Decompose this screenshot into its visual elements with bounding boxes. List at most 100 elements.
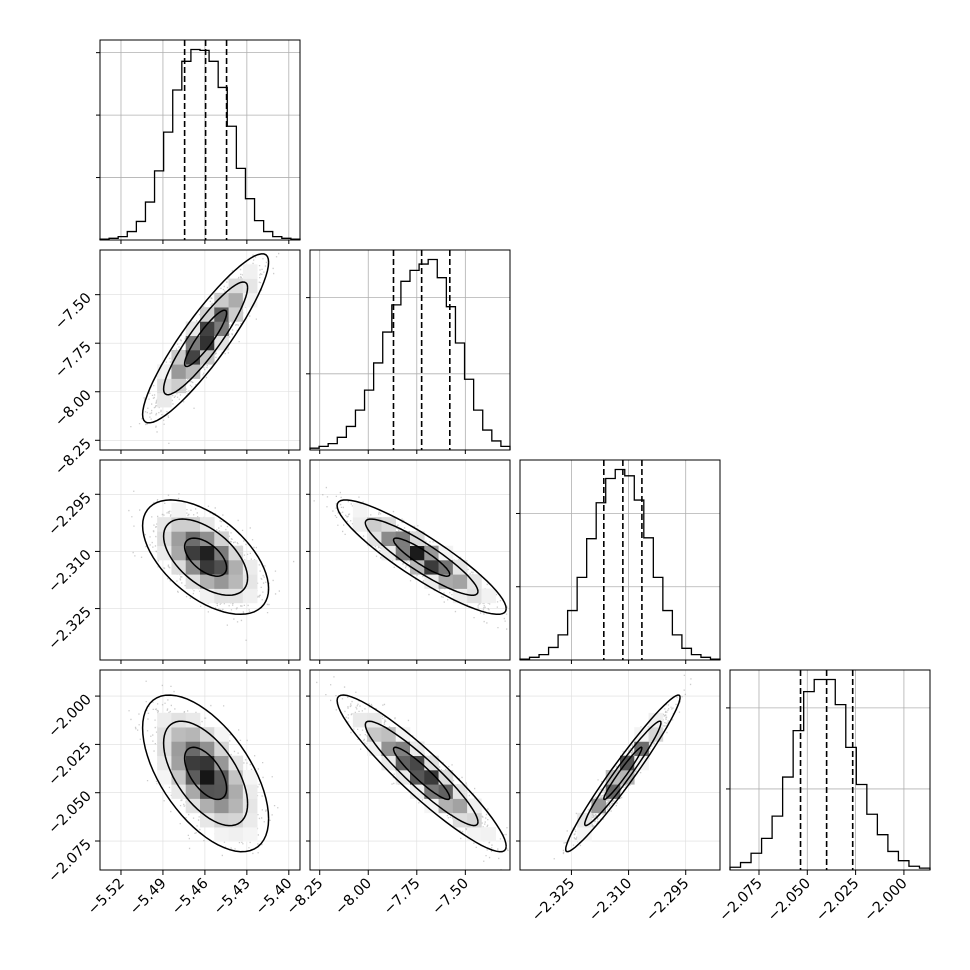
density-cell [228, 292, 244, 308]
density-cell [214, 812, 229, 828]
density-cell [157, 517, 172, 532]
contour-1sigma [183, 537, 228, 577]
contour-2sigma [364, 720, 479, 827]
density-cell [200, 588, 215, 604]
density-cell [171, 712, 187, 728]
panel-frame [309, 249, 511, 451]
panel-frame [99, 249, 301, 451]
density-cell [157, 364, 172, 379]
density-cell [242, 812, 258, 828]
density-cell [395, 727, 411, 742]
density-cell [171, 545, 187, 561]
density-cell [648, 712, 664, 728]
density-cell [171, 350, 187, 365]
panel-content [310, 670, 510, 870]
panel-content [310, 460, 510, 660]
histogram-step-line [519, 468, 721, 660]
panel-frame [309, 669, 511, 871]
density-cell [381, 741, 397, 757]
density-cell [367, 531, 382, 547]
density-cell [467, 798, 482, 814]
scatter-panel-1-2 [309, 459, 511, 661]
density-cell [424, 545, 439, 561]
density-cell [228, 574, 244, 589]
scatter-panel-2-3 [519, 669, 721, 871]
density-cell [410, 560, 425, 575]
density-cell [200, 812, 215, 828]
density-cell [171, 727, 187, 742]
contour-2sigma [162, 720, 249, 827]
density-cell [395, 770, 411, 785]
histogram-step-line [729, 678, 931, 870]
density-cell [381, 531, 397, 547]
density-cell [214, 574, 229, 589]
scatter-panel-0-2 [99, 459, 301, 661]
density-cell [242, 770, 258, 785]
density-cell [200, 784, 215, 799]
density-cell [481, 588, 497, 604]
panel-content [100, 460, 300, 660]
density-cell [200, 545, 215, 561]
density-cell [157, 712, 172, 728]
density-cell [214, 798, 229, 814]
density-cell [171, 784, 187, 799]
hist-panel-1 [306, 249, 511, 451]
density-cell [438, 545, 454, 561]
panel-content [100, 250, 300, 450]
density-cell [352, 712, 368, 728]
contour-1sigma [183, 746, 228, 801]
panel-frame [99, 459, 301, 661]
density-cell [185, 741, 201, 757]
density-cell [395, 531, 411, 547]
density-cell [424, 770, 439, 785]
histogram-step-line [309, 258, 511, 450]
density-cell [352, 517, 368, 532]
density-cell [200, 560, 215, 575]
density-cell [200, 307, 215, 322]
density-cell [410, 545, 425, 561]
density-cell [410, 755, 425, 771]
density-cell [200, 350, 215, 365]
density-cell [171, 378, 187, 394]
panel-frame [519, 459, 721, 661]
density-cell [467, 588, 482, 604]
density-cell [424, 798, 439, 814]
density-cell [185, 727, 201, 742]
density-cell [242, 264, 258, 279]
density-cell [157, 770, 172, 785]
density-cell [228, 827, 244, 842]
density-cell [228, 798, 244, 814]
density-cell [424, 560, 439, 575]
density-cell [171, 755, 187, 771]
density-cell [185, 545, 201, 561]
contour-1sigma [392, 537, 451, 577]
density-cell [634, 755, 649, 771]
density-cell [200, 741, 215, 757]
density-cell [228, 278, 244, 294]
density-cell [214, 545, 229, 561]
scatter-panel-1-3 [309, 669, 511, 871]
contour-2sigma [162, 518, 249, 597]
density-cell [171, 531, 187, 547]
panel-content [520, 670, 720, 870]
density-cell [185, 560, 201, 575]
density-cell [185, 364, 201, 379]
density-cell [157, 392, 172, 408]
density-cell [410, 741, 425, 757]
density-cell [410, 770, 425, 785]
hist-panel-3 [726, 669, 931, 871]
density-cell [228, 560, 244, 575]
density-cell [200, 798, 215, 814]
contour-3sigma [141, 499, 270, 616]
density-cell [171, 364, 187, 379]
density-cell [200, 321, 215, 337]
density-cell [410, 784, 425, 799]
panel-frame [729, 669, 931, 871]
density-cell [381, 545, 397, 561]
density-cell [214, 560, 229, 575]
density-cell [185, 784, 201, 799]
density-cell [381, 755, 397, 771]
density-cell [214, 588, 229, 604]
panel-frame [519, 669, 721, 871]
